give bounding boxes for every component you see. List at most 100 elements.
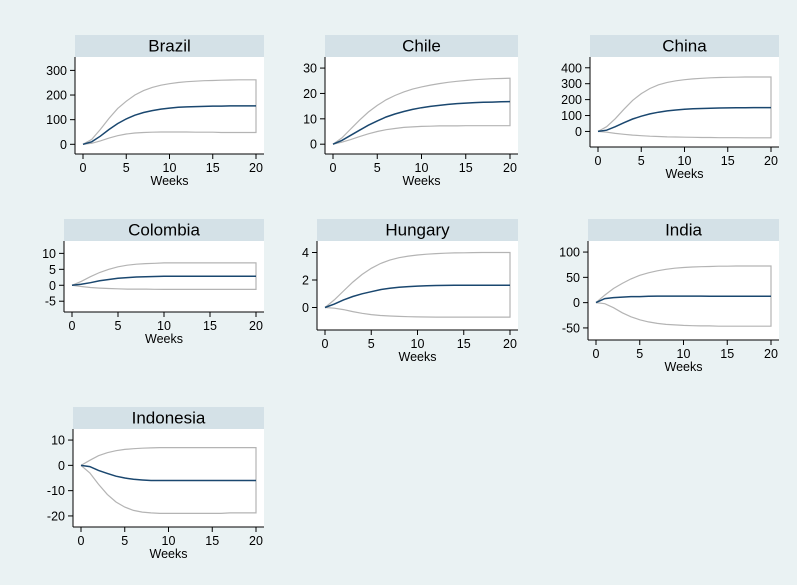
x-tick-label: 0 (69, 319, 76, 333)
y-tick-label: 0 (575, 125, 582, 139)
x-tick-label: 20 (764, 347, 778, 361)
x-tick-label: 15 (205, 534, 219, 548)
x-tick-label: 0 (330, 161, 337, 175)
panel-title: Chile (402, 37, 441, 56)
x-tick-label: 10 (678, 154, 692, 168)
y-tick-label: 30 (303, 62, 317, 76)
x-tick-label: 5 (123, 161, 130, 175)
irf-estimate-line (80, 464, 256, 482)
panel-title-strip (317, 219, 518, 241)
panel-indonesia: Indonesia -20 -10 0 10 0 5 10 15 20 Weeks (47, 407, 264, 561)
irf-estimate-line (597, 106, 771, 133)
panel-title-strip (590, 35, 779, 57)
y-tick-label: 50 (566, 271, 580, 285)
panel-title-strip (325, 35, 518, 57)
panel-title: Brazil (148, 37, 191, 56)
y-tick-label: 4 (302, 246, 309, 260)
y-tick-label: 300 (46, 64, 67, 78)
panel-title: Hungary (385, 221, 450, 240)
x-tick-label: 0 (593, 347, 600, 361)
plot-area (325, 57, 518, 154)
y-tick-label: 300 (561, 77, 582, 91)
panel-title-strip (75, 35, 264, 57)
panel-brazil: Brazil 0 100 200 300 0 5 10 15 20 Weeks (46, 35, 264, 188)
x-tick-label: 15 (206, 161, 220, 175)
x-tick-label: 0 (322, 337, 329, 351)
irf-estimate-line (332, 100, 511, 145)
x-tick-label: 5 (638, 154, 645, 168)
x-axis-label: Weeks (666, 167, 704, 181)
panel-china: China 0 100 200 300 400 0 5 10 15 20 Weeks (561, 35, 779, 181)
panel-title-strip (588, 219, 779, 241)
irf-estimate-line (324, 284, 510, 309)
x-tick-label: 0 (595, 154, 602, 168)
y-tick-label: 0 (573, 296, 580, 310)
y-tick-label: 0 (310, 138, 317, 152)
x-tick-label: 20 (249, 534, 263, 548)
irf-estimate-line (71, 275, 256, 287)
y-tick-label: 10 (42, 247, 56, 261)
x-tick-label: 15 (457, 337, 471, 351)
x-axis-label: Weeks (145, 332, 183, 346)
y-tick-label: 10 (303, 112, 317, 126)
y-tick-label: -20 (47, 509, 65, 523)
y-tick-label: 0 (302, 301, 309, 315)
panel-chile: Chile 0 10 20 30 0 5 10 15 20 Weeks (303, 35, 518, 188)
panel-title-strip (64, 219, 264, 241)
panel-colombia: Colombia -5 0 5 10 0 5 10 15 20 Weeks (42, 219, 264, 346)
irf-estimate-line (595, 295, 771, 304)
x-axis-label: Weeks (399, 350, 437, 364)
x-tick-label: 5 (368, 337, 375, 351)
y-tick-label: -10 (47, 484, 65, 498)
x-tick-label: 5 (115, 319, 122, 333)
x-tick-label: 10 (411, 337, 425, 351)
panel-hungary: Hungary 0 2 4 0 5 10 15 20 Weeks (302, 219, 518, 364)
x-tick-label: 15 (720, 347, 734, 361)
x-tick-label: 10 (415, 161, 429, 175)
x-tick-label: 20 (764, 154, 778, 168)
x-axis-label: Weeks (403, 174, 441, 188)
panel-title: Indonesia (132, 409, 206, 428)
x-tick-label: 20 (503, 337, 517, 351)
x-axis-label: Weeks (150, 547, 188, 561)
y-tick-label: 5 (49, 263, 56, 277)
plot-area (590, 57, 779, 147)
y-tick-label: 100 (561, 109, 582, 123)
y-tick-label: 2 (302, 274, 309, 288)
x-tick-label: 15 (203, 319, 217, 333)
x-tick-label: 10 (163, 161, 177, 175)
x-tick-label: 5 (636, 347, 643, 361)
irf-estimate-line (82, 105, 256, 146)
y-tick-label: 0 (49, 279, 56, 293)
x-tick-label: 15 (459, 161, 473, 175)
x-tick-label: 20 (249, 319, 263, 333)
panel-title: China (662, 37, 707, 56)
x-tick-label: 15 (721, 154, 735, 168)
y-tick-label: 20 (303, 87, 317, 101)
x-tick-label: 20 (249, 161, 263, 175)
panel-title: India (665, 221, 702, 240)
x-tick-label: 20 (503, 161, 517, 175)
x-tick-label: 0 (78, 534, 85, 548)
panel-title-strip (73, 407, 264, 429)
x-tick-label: 10 (157, 319, 171, 333)
y-tick-label: 200 (46, 89, 67, 103)
y-tick-label: -5 (45, 295, 56, 309)
panel-india: India -50 0 50 100 0 5 10 15 20 Weeks (559, 219, 779, 374)
x-tick-label: 10 (162, 534, 176, 548)
x-axis-label: Weeks (151, 174, 189, 188)
y-tick-label: 10 (51, 434, 65, 448)
plot-area (73, 429, 264, 527)
y-tick-label: 0 (60, 138, 67, 152)
y-tick-label: 100 (46, 113, 67, 127)
plot-area (588, 241, 779, 340)
x-tick-label: 5 (374, 161, 381, 175)
y-tick-label: 0 (58, 459, 65, 473)
panel-title: Colombia (128, 221, 200, 240)
y-tick-label: -50 (562, 321, 580, 335)
x-axis-label: Weeks (665, 360, 703, 374)
y-tick-label: 200 (561, 93, 582, 107)
x-tick-label: 10 (677, 347, 691, 361)
